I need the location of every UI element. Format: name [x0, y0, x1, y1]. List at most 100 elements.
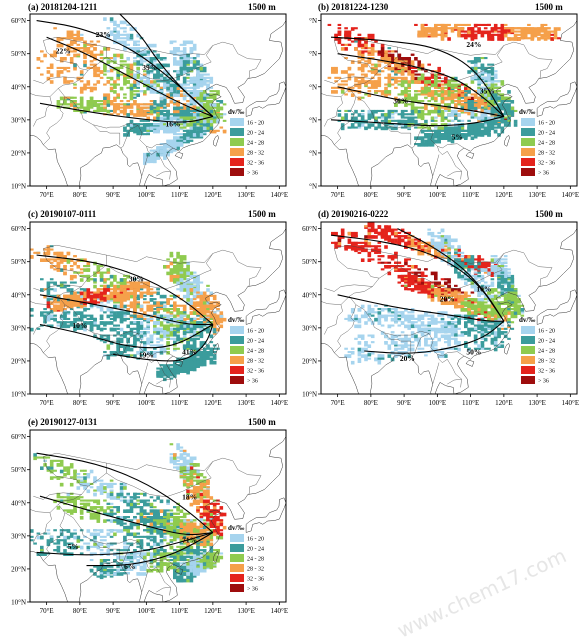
dv-grid-cell: [361, 64, 365, 68]
dv-grid-cell: [381, 54, 385, 58]
dv-grid-cell: [126, 107, 130, 109]
dv-grid-cell: [110, 110, 114, 112]
dv-grid-cell: [186, 130, 190, 132]
dv-grid-cell: [537, 34, 541, 36]
dv-grid-cell: [160, 305, 164, 307]
dv-grid-cell: [160, 321, 164, 325]
dv-grid-cell: [123, 278, 127, 280]
dv-grid-cell: [361, 70, 365, 72]
dv-grid-cell: [136, 64, 140, 66]
dv-grid-cell: [441, 93, 445, 97]
dv-grid-cell: [180, 140, 184, 142]
cluster-percent-label: 22%: [56, 47, 71, 56]
dv-grid-cell: [407, 113, 411, 115]
dv-grid-cell: [87, 84, 91, 86]
dv-grid-cell: [183, 54, 187, 58]
dv-grid-cell: [404, 113, 408, 115]
dv-grid-cell: [527, 31, 531, 35]
dv-grid-cell: [421, 90, 425, 94]
dv-grid-cell: [338, 41, 342, 45]
dv-grid-cell: [491, 117, 495, 119]
dv-grid-cell: [334, 34, 338, 38]
dv-grid-cell: [196, 90, 200, 94]
dv-grid-cell: [183, 110, 187, 114]
dv-grid-cell: [444, 77, 448, 79]
dv-grid-cell: [186, 100, 190, 102]
dv-grid-cell: [116, 107, 120, 111]
dv-grid-cell: [123, 93, 127, 95]
dv-grid-cell: [136, 44, 140, 46]
dv-grid-cell: [434, 24, 438, 28]
dv-grid-cell: [348, 67, 352, 69]
dv-grid-cell: [107, 70, 111, 72]
dv-grid-cell: [133, 87, 137, 89]
dv-grid-cell: [421, 136, 425, 138]
dv-grid-cell: [180, 50, 184, 52]
dv-grid-cell: [441, 127, 445, 131]
dv-grid-cell: [203, 130, 207, 132]
dv-grid-cell: [378, 54, 382, 56]
dv-grid-cell: [130, 64, 134, 68]
dv-grid-cell: [424, 136, 428, 138]
dv-grid-cell: [93, 84, 97, 86]
dv-grid-cell: [494, 120, 498, 124]
dv-grid-cell: [481, 64, 485, 68]
dv-grid-cell: [133, 97, 137, 99]
dv-grid-cell: [554, 37, 558, 39]
dv-grid-cell: [160, 100, 164, 104]
dv-grid-cell: [394, 70, 398, 74]
dv-grid-cell: [384, 67, 388, 69]
dv-grid-cell: [213, 117, 217, 119]
dv-grid-cell: [180, 44, 184, 46]
dv-grid-cell: [404, 110, 408, 112]
dv-grid-cell: [550, 31, 554, 33]
dv-grid-cell: [540, 31, 544, 33]
dv-grid-cell: [471, 34, 475, 36]
dv-grid-cell: [514, 37, 518, 39]
dv-grid-cell: [77, 265, 81, 269]
dv-grid-cell: [133, 80, 137, 84]
dv-grid-cell: [368, 113, 372, 117]
dv-grid-cell: [507, 103, 511, 107]
dv-grid-cell: [136, 315, 140, 319]
dv-grid-cell: [398, 93, 402, 95]
dv-grid-cell: [150, 90, 154, 94]
dv-grid-cell: [163, 305, 167, 309]
dv-grid-cell: [206, 107, 210, 111]
dv-grid-cell: [364, 60, 368, 62]
dv-grid-cell: [206, 120, 210, 124]
dv-grid-cell: [447, 140, 451, 142]
dv-grid-cell: [183, 117, 187, 121]
dv-grid-cell: [203, 97, 207, 101]
dv-grid-cell: [477, 31, 481, 33]
dv-grid-cell: [487, 133, 491, 135]
dv-grid-cell: [474, 107, 478, 111]
dv-grid-cell: [378, 84, 382, 88]
dv-grid-cell: [173, 308, 177, 312]
dv-grid-cell: [213, 325, 217, 329]
dv-grid-cell: [60, 37, 64, 41]
dv-grid-cell: [388, 54, 392, 56]
dv-grid-cell: [388, 47, 392, 49]
dv-grid-cell: [123, 107, 127, 111]
dv-grid-cell: [477, 67, 481, 69]
dv-grid-cell: [63, 80, 67, 84]
dv-grid-cell: [193, 47, 197, 49]
dv-grid-cell: [434, 117, 438, 119]
dv-grid-cell: [511, 107, 515, 111]
dv-grid-cell: [200, 90, 204, 92]
dv-grid-cell: [30, 255, 34, 259]
dv-grid-cell: [103, 70, 107, 72]
dv-grid-cell: [434, 127, 438, 129]
dv-grid-cell: [417, 113, 421, 117]
dv-grid-cell: [153, 110, 157, 114]
dv-grid-cell: [454, 90, 458, 92]
dv-grid-cell: [103, 74, 107, 76]
dv-grid-cell: [457, 90, 461, 94]
lon-tick-label: 120°E: [495, 191, 513, 199]
dv-grid-cell: [166, 90, 170, 92]
dv-grid-cell: [404, 87, 408, 91]
dv-grid-cell: [196, 74, 200, 78]
dv-grid-cell: [156, 107, 160, 111]
dv-grid-cell: [126, 37, 130, 41]
